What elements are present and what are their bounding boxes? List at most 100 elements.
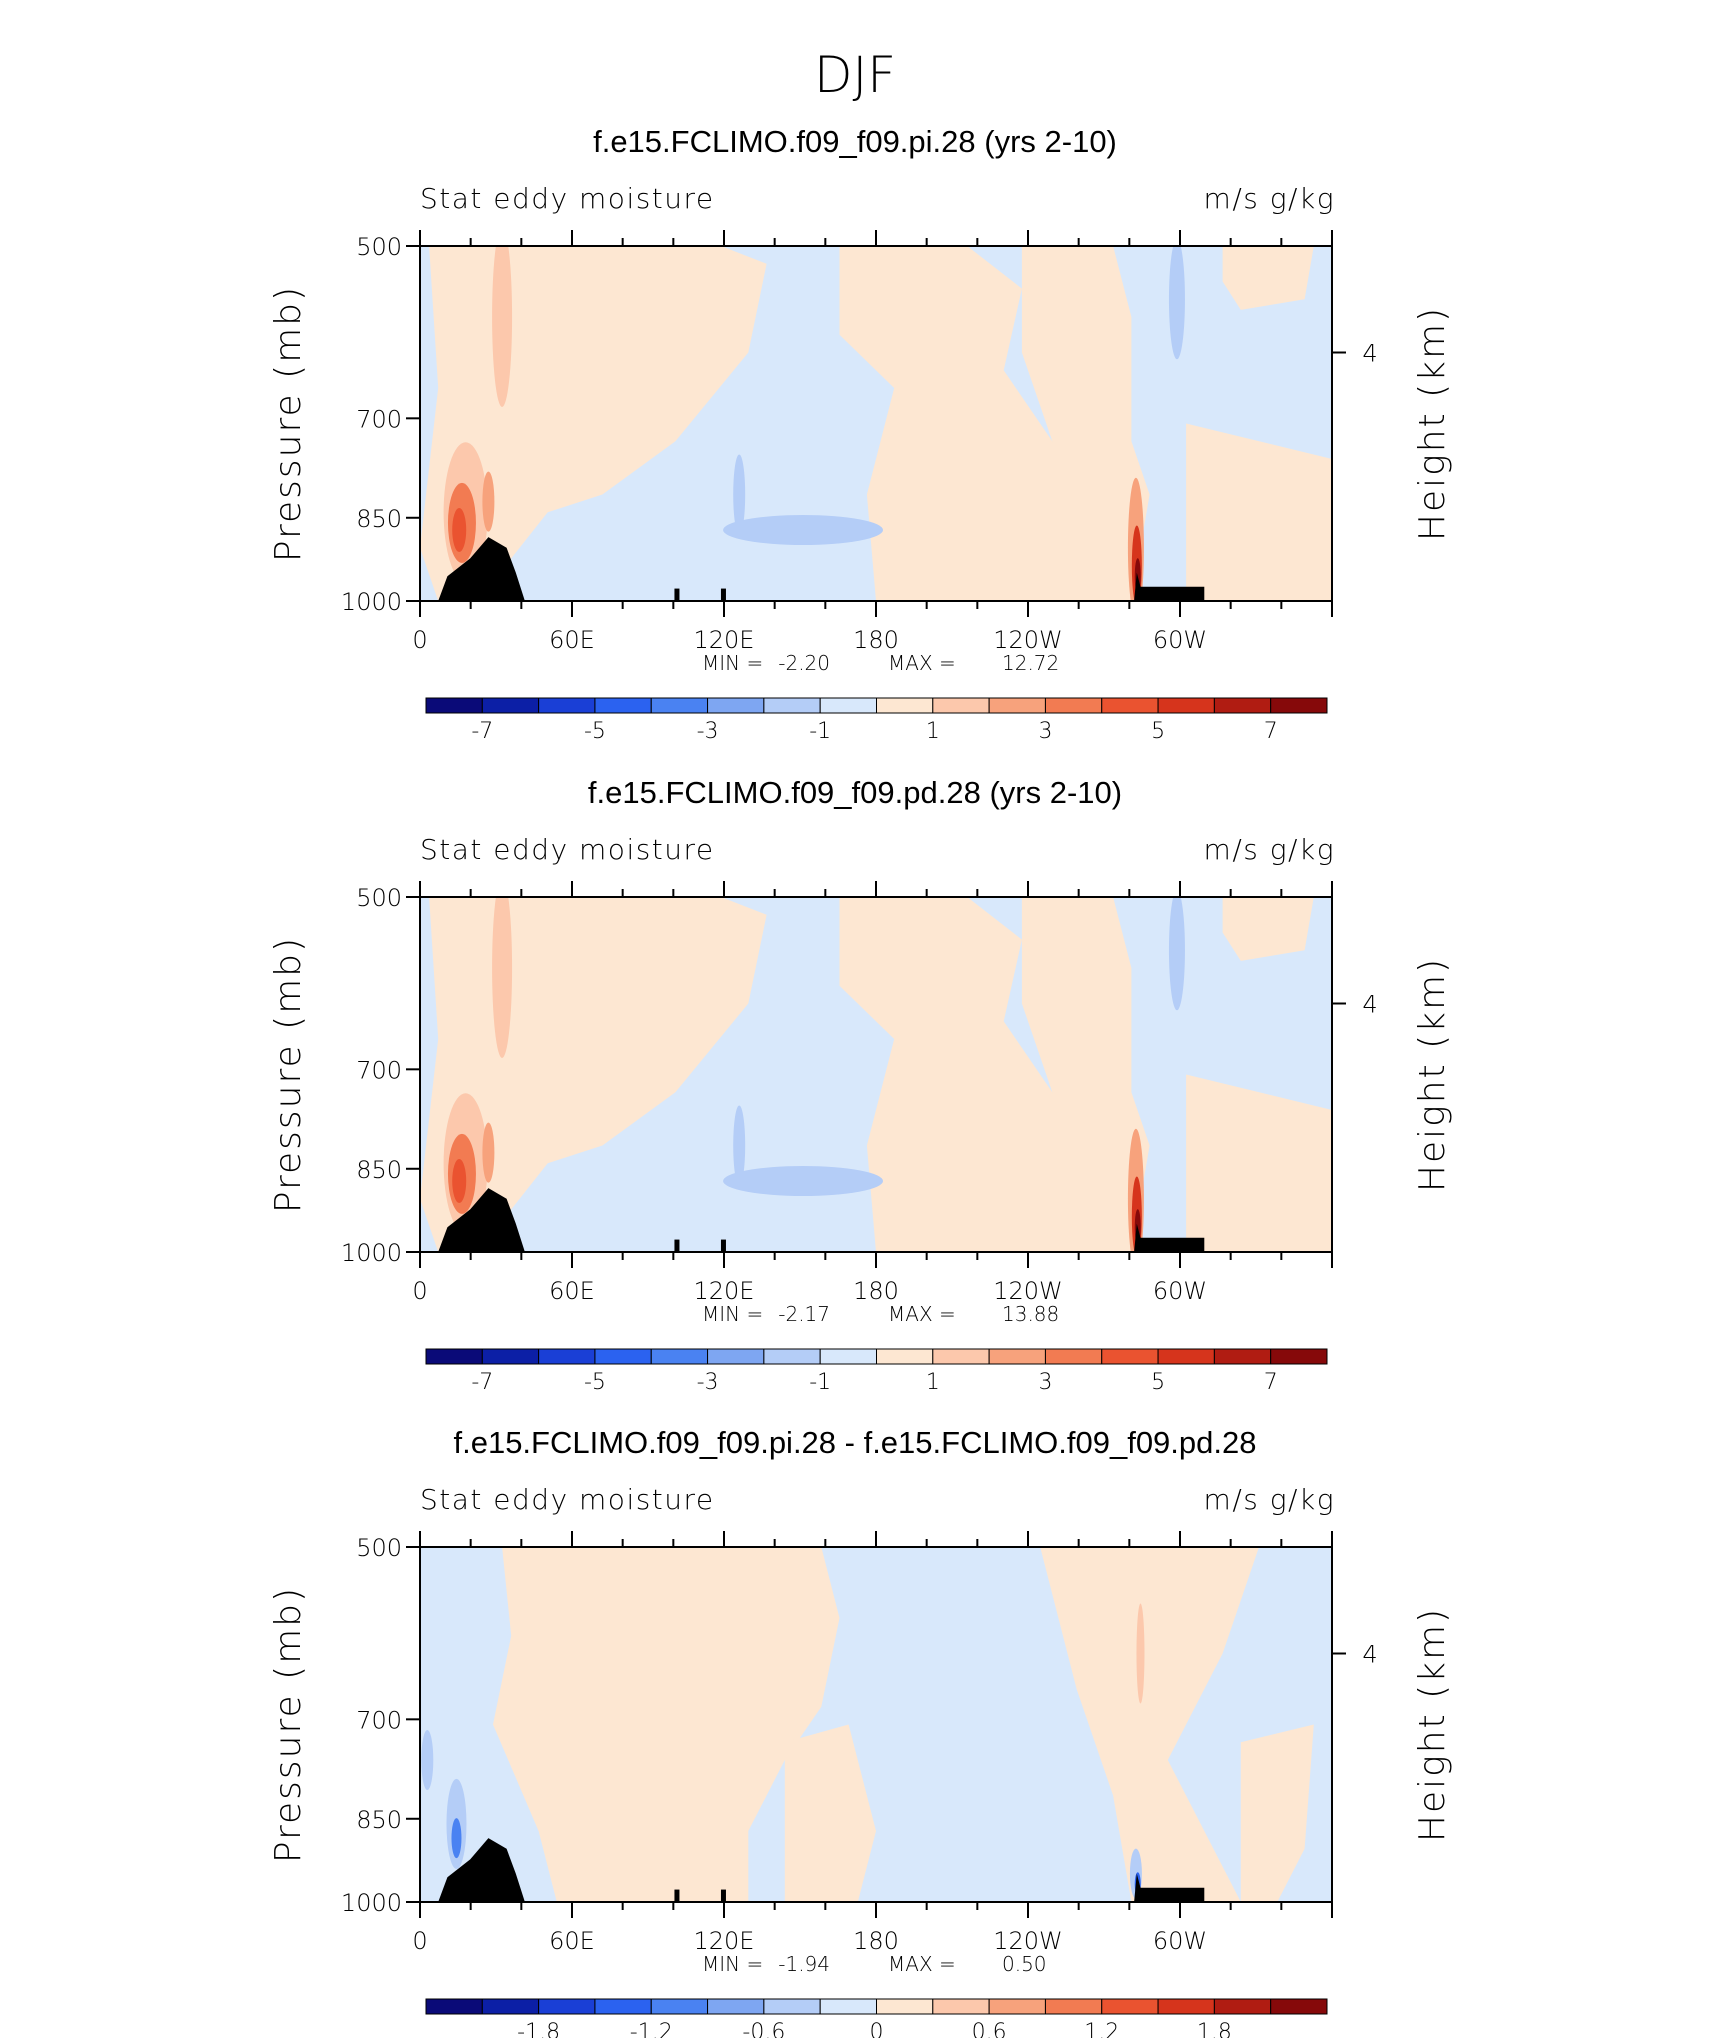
colorbar-label: 1 — [926, 1370, 940, 1395]
colorbar-swatch — [876, 1348, 934, 1365]
feature-blue-atlantic — [1168, 246, 1185, 360]
colorbar-swatch — [819, 1348, 877, 1365]
topography-spot-1 — [674, 1889, 680, 1902]
panel-left-label: Stat eddy moisture — [420, 833, 715, 866]
colorbar-swatch — [876, 1998, 934, 2015]
y-axis-label: Pressure (mb) — [268, 285, 309, 562]
max-value: 0.50 — [1002, 1952, 1047, 1976]
colorbar-label: 3 — [1038, 719, 1052, 744]
y-tick-label: 850 — [356, 1806, 402, 1834]
x-tick-label: 120E — [694, 1927, 755, 1955]
colorbar-label: 7 — [1264, 1370, 1278, 1395]
region-positive-atlantic — [1240, 1724, 1314, 1902]
x-tick-label: 60W — [1153, 1927, 1207, 1955]
max-label: MAX = — [888, 1302, 956, 1326]
panel-title: f.e15.FCLIMO.f09_f09.pd.28 (yrs 2-10) — [588, 775, 1122, 810]
min-label: MIN = — [702, 1952, 763, 1976]
region-positive-atlantic — [1222, 246, 1314, 310]
y-tick-label: 700 — [356, 1706, 402, 1734]
x-tick-label: 60E — [549, 626, 595, 654]
colorbar-swatch — [1157, 1348, 1215, 1365]
chart-panel-1: f.e15.FCLIMO.f09_f09.pi.28 (yrs 2-10) Sta… — [268, 124, 1453, 744]
y-axis-label: Pressure (mb) — [268, 1586, 309, 1863]
colorbar-label: -7 — [471, 719, 493, 744]
y-axis-label: Pressure (mb) — [268, 936, 309, 1213]
colorbar-swatch — [707, 697, 765, 714]
min-value: -2.20 — [778, 651, 830, 675]
topography-andes — [1134, 572, 1205, 601]
colorbar-swatch — [594, 1998, 652, 2015]
y-tick-label: 1000 — [341, 1239, 402, 1267]
min-label: MIN = — [702, 651, 763, 675]
topography-spot-1 — [674, 1239, 680, 1252]
topography-spot-1 — [674, 588, 680, 601]
chart-panel-2: f.e15.FCLIMO.f09_f09.pd.28 (yrs 2-10) Sta… — [268, 775, 1453, 1395]
y-tick-label: 700 — [356, 405, 402, 433]
colorbar-swatch — [1101, 1348, 1159, 1365]
colorbar-swatch — [1044, 1998, 1103, 2015]
feature-red-core — [452, 508, 467, 552]
max-label: MAX = — [888, 1952, 956, 1976]
colorbar-swatch — [707, 1348, 765, 1365]
topography-spot-2 — [720, 588, 726, 601]
feature-blue-band — [723, 1166, 884, 1196]
colorbar-swatch — [1157, 697, 1215, 714]
topography-africa — [438, 1838, 525, 1902]
topography-andes — [1134, 1873, 1205, 1902]
colorbar-label: 3 — [1038, 1370, 1052, 1395]
max-value: 12.72 — [1002, 651, 1059, 675]
max-label: MAX = — [888, 651, 956, 675]
x-tick-label: 120W — [993, 626, 1063, 654]
colorbar-swatch — [650, 697, 709, 714]
x-tick-label: 0 — [412, 626, 427, 654]
x-tick-label: 180 — [853, 1277, 899, 1305]
colorbar-swatch — [763, 697, 821, 714]
x-tick-label: 120W — [993, 1277, 1063, 1305]
contour-field — [420, 1547, 1332, 1902]
max-value: 13.88 — [1002, 1302, 1059, 1326]
y2-tick-label: 4 — [1362, 340, 1377, 368]
y-tick-label: 850 — [356, 505, 402, 533]
topography-andes — [1134, 1223, 1205, 1252]
region-positive-east — [1021, 246, 1150, 601]
colorbar-swatch — [1213, 1998, 1272, 2015]
panel-title: f.e15.FCLIMO.f09_f09.pi.28 - f.e15.FCLIM… — [453, 1425, 1256, 1460]
colorbar-swatch — [876, 697, 934, 714]
colorbar-label: -3 — [697, 1370, 719, 1395]
x-tick-label: 60W — [1153, 1277, 1207, 1305]
region-positive-west — [493, 1547, 840, 1902]
feature-blue-band — [723, 515, 884, 545]
y-tick-label: 500 — [356, 1534, 402, 1562]
colorbar-swatch — [1213, 1348, 1272, 1365]
colorbar-swatch — [425, 697, 483, 714]
colorbar-swatch — [425, 1998, 483, 2015]
colorbar-swatch — [594, 697, 652, 714]
y-tick-label: 1000 — [341, 1889, 402, 1917]
y2-axis-label: Height (km) — [1412, 306, 1453, 541]
y2-axis-label: Height (km) — [1412, 957, 1453, 1192]
x-tick-label: 60W — [1153, 626, 1207, 654]
colorbar-label: -1.8 — [517, 2020, 560, 2038]
panel-title: f.e15.FCLIMO.f09_f09.pi.28 (yrs 2-10) — [593, 124, 1117, 159]
colorbar-label: -7 — [471, 1370, 493, 1395]
panel-units-label: m/s g/kg — [1204, 1483, 1335, 1516]
colorbar-swatch — [481, 1348, 540, 1365]
y-tick-label: 700 — [356, 1056, 402, 1084]
region-positive-mid — [784, 1724, 876, 1902]
colorbar-swatch — [932, 697, 990, 714]
y-tick-label: 500 — [356, 884, 402, 912]
panel-units-label: m/s g/kg — [1204, 182, 1335, 215]
colorbar-label: 1.2 — [1084, 2020, 1119, 2038]
colorbar-swatch — [1270, 1348, 1328, 1365]
x-tick-label: 120E — [694, 626, 755, 654]
min-value: -1.94 — [778, 1952, 830, 1976]
colorbar-label: -3 — [697, 719, 719, 744]
y2-tick-label: 4 — [1362, 991, 1377, 1019]
topography-africa — [438, 537, 525, 601]
feature-blue-core — [451, 1818, 462, 1859]
panel-left-label: Stat eddy moisture — [420, 1483, 715, 1516]
region-positive-east — [1021, 897, 1150, 1252]
feature-red-streak — [492, 897, 513, 1058]
colorbar-swatch — [425, 1348, 483, 1365]
